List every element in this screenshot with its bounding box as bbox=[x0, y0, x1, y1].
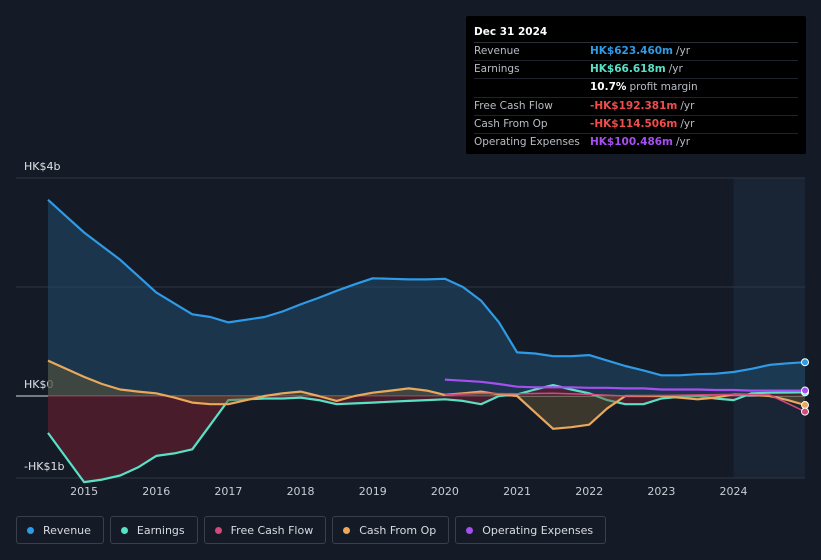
series-end-marker bbox=[801, 401, 809, 410]
legend-label: Revenue bbox=[43, 523, 91, 537]
tooltip-row: Earnings HK$66.618m/yr bbox=[474, 61, 798, 80]
legend-dot-icon bbox=[466, 526, 474, 534]
tooltip-value: HK$100.486m bbox=[590, 135, 673, 148]
x-tick-label: 2015 bbox=[70, 485, 98, 498]
tooltip-label: Revenue bbox=[474, 45, 520, 57]
legend-item-cash-from-op[interactable]: Cash From Op bbox=[332, 516, 450, 544]
series-area-revenue bbox=[48, 199, 805, 396]
legend-dot-icon bbox=[343, 526, 351, 534]
series-line-revenue bbox=[47, 198, 806, 377]
x-tick-label: 2022 bbox=[575, 485, 603, 498]
series-end-marker bbox=[801, 386, 809, 395]
y-tick-label: -HK$1b bbox=[24, 460, 64, 473]
series-end-marker bbox=[801, 358, 809, 367]
legend: Revenue Earnings Free Cash Flow Cash From O… bbox=[16, 516, 607, 544]
series-line-free-cash-flow bbox=[444, 392, 806, 413]
tooltip-value: -HK$192.381m bbox=[590, 99, 678, 112]
legend-label: Earnings bbox=[136, 523, 185, 537]
legend-dot-icon bbox=[27, 526, 34, 534]
series-line-operating-expenses bbox=[444, 378, 805, 392]
tooltip-value: -HK$114.506m bbox=[590, 117, 678, 130]
tooltip-label bbox=[474, 79, 590, 96]
y-tick-label: HK$0 bbox=[24, 378, 53, 391]
tooltip-panel: Dec 31 2024 Revenue HK$623.460m/yr Earning… bbox=[466, 16, 806, 154]
x-tick-label: 2019 bbox=[359, 485, 387, 498]
tooltip-date: Dec 31 2024 bbox=[474, 24, 798, 43]
y-tick-label: HK$4b bbox=[24, 160, 60, 173]
x-tick-label: 2024 bbox=[720, 485, 748, 498]
legend-dot-icon bbox=[120, 526, 128, 534]
tooltip-value: HK$623.460m bbox=[590, 45, 673, 57]
tooltip-label: Operating Expenses bbox=[474, 135, 580, 148]
tooltip-label: Free Cash Flow bbox=[474, 99, 553, 112]
x-tick-label: 2017 bbox=[214, 485, 242, 498]
tooltip-value: HK$66.618m bbox=[590, 63, 666, 76]
legend-item-revenue[interactable]: Revenue bbox=[16, 516, 104, 544]
tooltip-label: Earnings bbox=[474, 63, 520, 76]
x-tick-label: 2021 bbox=[503, 485, 531, 498]
tooltip-unit: /yr bbox=[676, 45, 691, 57]
tooltip-row: 10.7% profit margin bbox=[474, 79, 798, 98]
tooltip-row: Cash From Op -HK$114.506m/yr bbox=[474, 116, 798, 134]
tooltip-unit: /yr bbox=[680, 117, 695, 130]
tooltip-row: Revenue HK$623.460m/yr bbox=[474, 43, 798, 62]
x-tick-label: 2023 bbox=[647, 485, 675, 498]
highlight-region bbox=[733, 178, 805, 478]
x-tick-label: 2016 bbox=[142, 485, 170, 498]
tooltip-value: 10.7% bbox=[590, 81, 627, 94]
legend-label: Cash From Op bbox=[359, 523, 437, 537]
tooltip-unit: /yr bbox=[668, 63, 683, 76]
series-area-earnings bbox=[48, 385, 805, 483]
legend-item-operating-expenses[interactable]: Operating Expenses bbox=[455, 516, 607, 544]
legend-label: Free Cash Flow bbox=[230, 523, 314, 537]
legend-item-free-cash-flow[interactable]: Free Cash Flow bbox=[203, 516, 327, 544]
legend-label: Operating Expenses bbox=[482, 523, 594, 537]
legend-item-earnings[interactable]: Earnings bbox=[109, 516, 198, 544]
x-tick-label: 2020 bbox=[431, 485, 459, 498]
tooltip-unit: profit margin bbox=[629, 81, 698, 94]
series-end-marker bbox=[801, 407, 809, 416]
tooltip-row: Free Cash Flow -HK$192.381m/yr bbox=[474, 98, 798, 116]
tooltip-unit: /yr bbox=[680, 99, 695, 112]
legend-dot-icon bbox=[214, 526, 222, 534]
chart-area: HK$4b HK$0 -HK$1b 2015 2016 2017 2018 2019 2020 2… bbox=[16, 160, 809, 498]
series-area-cash-from-op bbox=[48, 360, 805, 429]
x-tick-label: 2018 bbox=[287, 485, 315, 498]
tooltip-label: Cash From Op bbox=[474, 117, 548, 130]
tooltip-row: Operating Expenses HK$100.486m/yr bbox=[474, 134, 798, 151]
series-line-cash-from-op bbox=[47, 359, 806, 430]
tooltip-unit: /yr bbox=[676, 135, 691, 148]
